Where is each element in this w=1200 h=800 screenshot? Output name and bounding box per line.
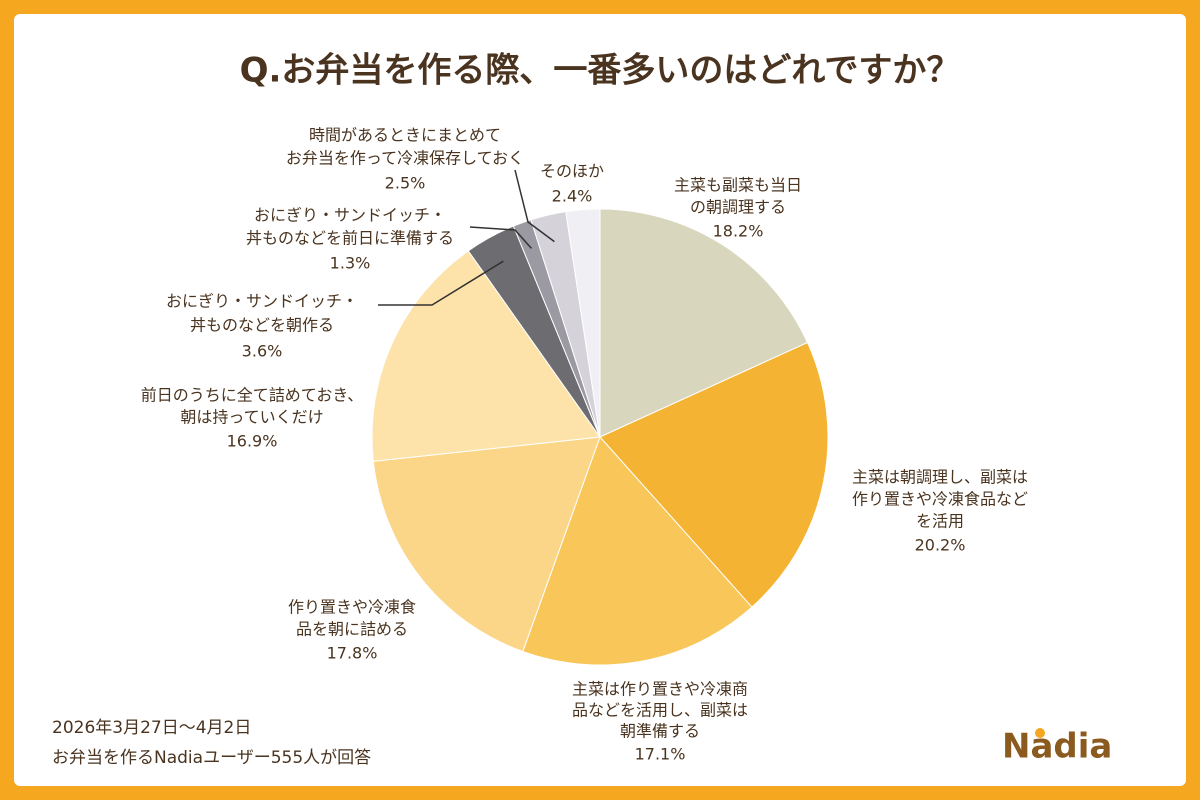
- value-label: 2.5%: [385, 174, 426, 193]
- pie-slice: [371, 250, 601, 462]
- leader-line: [378, 260, 504, 306]
- pie-slice: [599, 208, 809, 438]
- slice-label: そのほか: [540, 162, 604, 181]
- slice-label: を活用: [916, 512, 964, 531]
- chart-title: Q.お弁当を作る際、一番多いのはどれですか？: [240, 51, 961, 91]
- slice-label: 朝は持っていくだけ: [180, 408, 323, 427]
- value-label: 18.2%: [713, 222, 764, 241]
- slice-label: おにぎり・サンドイッチ・: [166, 292, 358, 311]
- leader-line: [469, 226, 533, 249]
- pie-slice: [599, 341, 829, 608]
- value-label: 17.8%: [327, 644, 378, 663]
- slice-label: 時間があるときにまとめて: [309, 126, 501, 145]
- pie-slice: [522, 436, 753, 666]
- logo: Nadia: [1002, 727, 1112, 767]
- slice-label: おにぎり・サンドイッチ・: [254, 206, 446, 225]
- logo-dot: [1035, 728, 1045, 738]
- value-label: 1.3%: [330, 254, 371, 273]
- slice-label: 前日のうちに全て詰めておき、: [141, 386, 363, 405]
- value-label: 17.1%: [635, 745, 686, 764]
- leader-line: [514, 169, 555, 243]
- slice-label: 作り置きや冷凍食: [288, 598, 416, 617]
- slice-label: 丼ものなどを朝作る: [190, 316, 334, 335]
- value-label: 20.2%: [915, 536, 966, 555]
- slice-label: 丼ものなどを前日に準備する: [246, 229, 454, 248]
- slice-label: 品を朝に詰める: [296, 620, 408, 639]
- slice-label: 主菜も副菜も当日: [674, 176, 802, 195]
- value-label: 3.6%: [242, 342, 283, 361]
- value-label: 2.4%: [552, 187, 593, 206]
- slice-label: 主菜は朝調理し、副菜は: [852, 468, 1028, 487]
- value-label: 16.9%: [227, 432, 278, 451]
- pie-slice: [372, 436, 601, 653]
- footnote: 2026年3月27日～4月2日: [52, 718, 251, 738]
- pie-slice: [565, 208, 601, 438]
- slice-label: お弁当を作って冷凍保存しておく: [286, 149, 524, 168]
- slice-label: 品などを活用し、副菜は: [572, 701, 748, 720]
- footnote: お弁当を作るNadiaユーザー555人が回答: [52, 748, 371, 768]
- slice-label: 作り置きや冷凍食品など: [852, 490, 1028, 509]
- slice-label: の朝調理する: [690, 198, 786, 217]
- slice-label: 朝準備する: [620, 722, 700, 741]
- slice-label: 主菜は作り置きや冷凍商: [572, 680, 748, 699]
